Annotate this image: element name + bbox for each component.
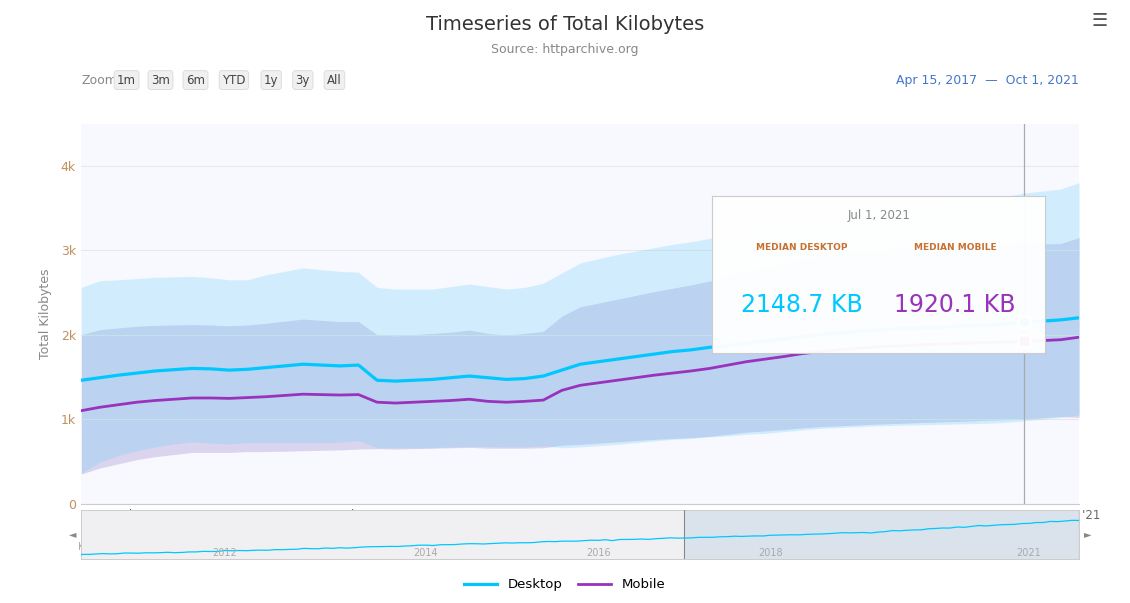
Text: YTD: YTD xyxy=(223,74,245,87)
Text: M: M xyxy=(355,542,363,552)
Text: ☰: ☰ xyxy=(1092,12,1107,30)
Text: 2014: 2014 xyxy=(414,548,438,558)
Text: Jul 1, 2021: Jul 1, 2021 xyxy=(848,209,910,221)
Text: L: L xyxy=(134,542,139,552)
Text: ►: ► xyxy=(1084,529,1092,539)
Text: 2018: 2018 xyxy=(758,548,783,558)
Text: MEDIAN MOBILE: MEDIAN MOBILE xyxy=(914,243,997,252)
Text: O: O xyxy=(853,542,861,552)
Text: 2016: 2016 xyxy=(585,548,610,558)
Text: 2012: 2012 xyxy=(212,548,237,558)
Text: Apr 15, 2017  —  Oct 1, 2021: Apr 15, 2017 — Oct 1, 2021 xyxy=(896,74,1079,87)
Text: Zoom: Zoom xyxy=(81,74,118,87)
Text: Timeseries of Total Kilobytes: Timeseries of Total Kilobytes xyxy=(426,15,704,34)
Text: 1y: 1y xyxy=(264,74,278,87)
Text: All: All xyxy=(327,74,342,87)
Text: 3y: 3y xyxy=(296,74,310,87)
Text: 2148.7 KB: 2148.7 KB xyxy=(741,293,863,317)
Text: 1920.1 KB: 1920.1 KB xyxy=(895,293,1016,317)
Text: 3m: 3m xyxy=(151,74,170,87)
Text: 6m: 6m xyxy=(186,74,205,87)
Text: 1m: 1m xyxy=(118,74,136,87)
Text: 2021: 2021 xyxy=(1017,548,1041,558)
Text: Source: httparchive.org: Source: httparchive.org xyxy=(492,43,638,57)
Text: K: K xyxy=(78,542,85,552)
Legend: Desktop, Mobile: Desktop, Mobile xyxy=(459,573,671,596)
Text: ◄: ◄ xyxy=(69,529,77,539)
Y-axis label: Total Kilobytes: Total Kilobytes xyxy=(40,268,52,359)
Bar xyxy=(685,510,1079,559)
Text: N: N xyxy=(521,542,529,552)
Text: MEDIAN DESKTOP: MEDIAN DESKTOP xyxy=(756,243,848,252)
